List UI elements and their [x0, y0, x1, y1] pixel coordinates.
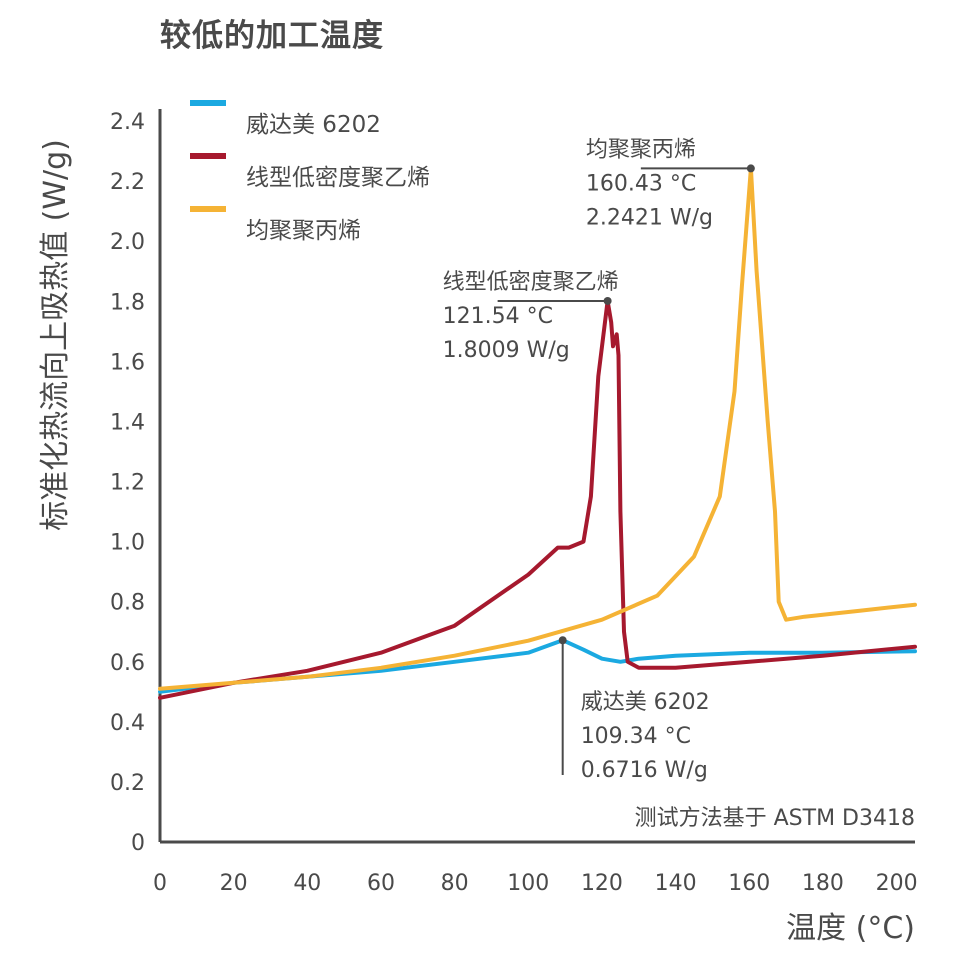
- y-axis-label: 标准化热流向上吸热值 (W/g): [38, 139, 73, 531]
- x-tick-label: 20: [220, 871, 248, 896]
- y-tick-label: 0.8: [110, 591, 145, 616]
- x-tick-label: 200: [876, 871, 918, 896]
- legend-swatch: [190, 206, 226, 212]
- legend-swatch: [190, 153, 226, 159]
- annotation-text: 160.43 °C: [586, 171, 696, 196]
- annotation-text: 线型低密度聚乙烯: [443, 270, 619, 295]
- x-tick-label: 180: [802, 871, 844, 896]
- x-tick-label: 40: [293, 871, 321, 896]
- annotation-marker: [746, 164, 755, 173]
- y-tick-label: 0.2: [110, 771, 145, 796]
- x-tick-label: 80: [441, 871, 469, 896]
- legend-label: 线型低密度聚乙烯: [246, 165, 430, 191]
- x-tick-label: 160: [728, 871, 770, 896]
- x-tick-label: 140: [655, 871, 697, 896]
- annotation-text: 0.6716 W/g: [581, 758, 708, 783]
- y-tick-label: 0: [131, 831, 145, 856]
- chart-title: 较低的加工温度: [160, 18, 384, 54]
- annotation-text: 109.34 °C: [581, 724, 691, 749]
- y-tick-label: 2.2: [110, 170, 145, 195]
- axes: [158, 109, 915, 844]
- legend-label: 威达美 6202: [246, 112, 381, 138]
- series-line: [158, 299, 917, 700]
- series-line: [158, 638, 917, 694]
- x-tick-label: 60: [367, 871, 395, 896]
- x-tick-label: 100: [507, 871, 549, 896]
- y-tick-label: 1.0: [110, 531, 145, 556]
- y-tick-label: 0.6: [110, 651, 145, 676]
- legend-swatch: [190, 100, 226, 106]
- y-tick-label: 1.8: [110, 290, 145, 315]
- annotation-text: 121.54 °C: [443, 304, 553, 329]
- x-tick-label: 120: [581, 871, 623, 896]
- y-tick-label: 0.4: [110, 711, 145, 736]
- y-tick-label: 2.4: [110, 110, 145, 135]
- y-tick-label: 1.4: [110, 410, 145, 435]
- series-lines: [158, 166, 917, 700]
- annotation-text: 1.8009 W/g: [443, 338, 570, 363]
- annotation-marker: [603, 296, 612, 305]
- y-tick-label: 1.6: [110, 350, 145, 375]
- series-line: [158, 166, 917, 691]
- test-method-note: 测试方法基于 ASTM D3418: [635, 806, 915, 831]
- annotation-text: 均聚聚丙烯: [586, 137, 696, 162]
- y-tick-labels: 0 0.2 0.4 0.6 0.8 1.0 1.2 1.4 1.6 1.8 2.0 2.2 2.4: [110, 110, 145, 856]
- legend-label: 均聚聚丙烯: [246, 218, 361, 244]
- annotation-marker: [558, 636, 567, 645]
- x-tick-label: 0: [153, 871, 167, 896]
- x-axis-label: 温度 (°C): [786, 911, 915, 946]
- y-tick-label: 2.0: [110, 230, 145, 255]
- y-tick-label: 1.2: [110, 471, 145, 496]
- annotation-text: 2.2421 W/g: [586, 205, 713, 230]
- x-tick-labels: 0 20 40 60 80 100 120 140 160 180 200: [153, 871, 918, 896]
- annotations: 均聚聚丙烯 160.43 °C 2.2421 W/g 线型低密度聚乙烯 121.54 °…: [443, 137, 755, 783]
- annotation-text: 威达美 6202: [581, 690, 710, 715]
